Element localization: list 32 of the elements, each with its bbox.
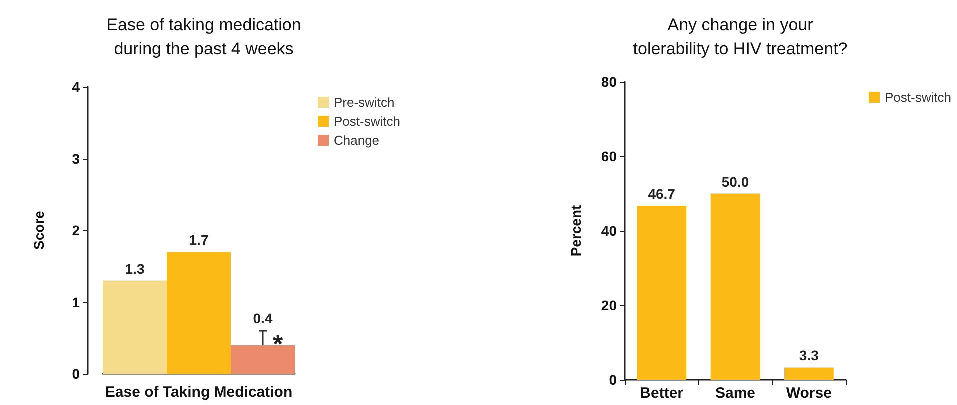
y-axis-title: Percent [568, 204, 584, 257]
legend-label: Post-switch [885, 90, 952, 105]
data-label: 46.7 [648, 186, 676, 202]
data-label: 1.3 [125, 260, 145, 277]
x-tick-label: Better [640, 385, 684, 402]
bar [710, 194, 760, 380]
x-tick-label: Same [715, 385, 756, 402]
y-tick-label: 60 [601, 148, 618, 164]
y-tick-label: 3 [72, 150, 80, 167]
data-label: 0.4 [253, 310, 273, 326]
y-tick-label: 80 [601, 74, 618, 90]
x-axis-title: Ease of Taking Medication [105, 384, 293, 401]
y-tick-label: 0 [609, 372, 618, 388]
y-tick-label: 0 [72, 366, 80, 382]
data-label: 50.0 [722, 174, 750, 190]
annotation: * [273, 329, 284, 360]
data-label: 3.3 [799, 348, 820, 364]
legend-label: Change [334, 133, 380, 148]
chart-title: Ease of taking medication during the past 4 weeks [106, 16, 302, 58]
chart-title: Any change in your tolerability to HIV treatment? [633, 16, 848, 58]
bar [784, 368, 834, 380]
legend-label: Post-switch [334, 114, 400, 129]
y-tick-label: 20 [601, 298, 618, 314]
y-tick-label: 40 [601, 223, 618, 239]
x-tick-label: Worse [786, 385, 832, 402]
y-tick-label: 1 [72, 294, 80, 310]
data-label: 1.7 [189, 232, 209, 248]
y-tick-label: 2 [72, 222, 80, 239]
y-tick-label: 4 [72, 79, 80, 95]
bar [637, 206, 687, 380]
y-axis-title: Score [31, 210, 47, 250]
legend-label: Pre-switch [334, 95, 395, 110]
